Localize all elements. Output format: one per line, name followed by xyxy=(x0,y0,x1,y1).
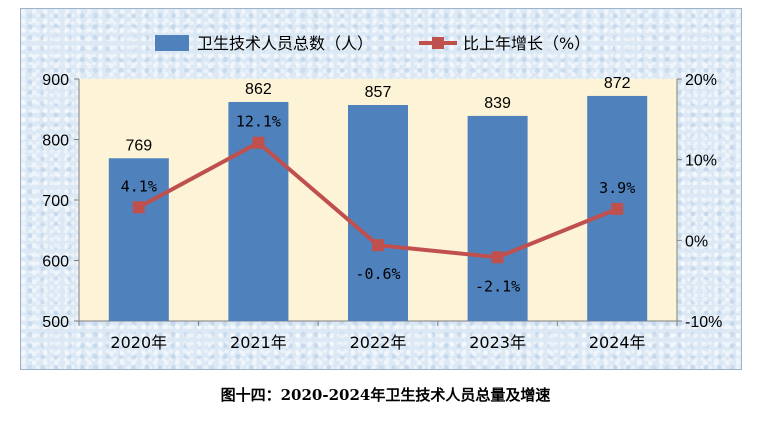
chart-frame: 500 600 700 800 900 -10% 0% 10% 20% 2020年 2021年 202… xyxy=(20,8,742,370)
y-right-tick-label: -10% xyxy=(685,314,722,331)
y-left-tick-label: 600 xyxy=(42,254,69,271)
growth-point xyxy=(252,136,265,149)
bar-data-label: 862 xyxy=(245,81,272,98)
chart: 500 600 700 800 900 -10% 0% 10% 20% 2020年 2021年 202… xyxy=(42,34,722,352)
growth-point xyxy=(491,251,504,264)
y-right-tick-label: 10% xyxy=(685,153,717,170)
growth-data-label: 4.1% xyxy=(121,177,157,195)
growth-data-label: -2.1% xyxy=(475,277,520,295)
y-right-tick-label: 0% xyxy=(685,233,708,250)
legend-line-marker xyxy=(432,37,444,49)
y-right-tick-label: 20% xyxy=(685,72,717,89)
bar-data-label: 839 xyxy=(484,95,511,112)
bar xyxy=(348,105,408,321)
bar xyxy=(108,158,169,321)
bar xyxy=(467,115,528,321)
growth-point xyxy=(132,201,145,214)
x-tick-label: 2021年 xyxy=(230,333,287,352)
y-left-tick-label: 900 xyxy=(42,72,69,89)
growth-point xyxy=(372,239,384,252)
bar xyxy=(228,101,289,322)
y-left-tick-label: 700 xyxy=(42,193,69,210)
x-tick-label: 2022年 xyxy=(350,333,407,352)
y-left-tick-label: 500 xyxy=(42,314,69,331)
legend-bar-label: 卫生技术人员总数（人） xyxy=(197,34,373,53)
bar-data-label: 872 xyxy=(604,75,631,92)
legend-line-label: 比上年增长（%） xyxy=(463,34,590,53)
y-left-tick-label: 800 xyxy=(42,133,69,150)
figure-caption: 图十四：2020-2024年卫生技术人员总量及增速 xyxy=(220,386,551,404)
x-tick-label: 2024年 xyxy=(589,333,646,352)
bar-data-label: 769 xyxy=(125,137,152,154)
growth-point xyxy=(611,202,624,215)
x-tick-label: 2023年 xyxy=(469,333,526,352)
x-tick-label: 2020年 xyxy=(110,333,167,352)
legend-bar-swatch xyxy=(155,35,189,51)
growth-data-label: 12.1% xyxy=(236,113,281,131)
bar-data-label: 857 xyxy=(365,84,392,101)
growth-data-label: -0.6% xyxy=(355,265,400,283)
growth-data-label: 3.9% xyxy=(599,179,635,197)
